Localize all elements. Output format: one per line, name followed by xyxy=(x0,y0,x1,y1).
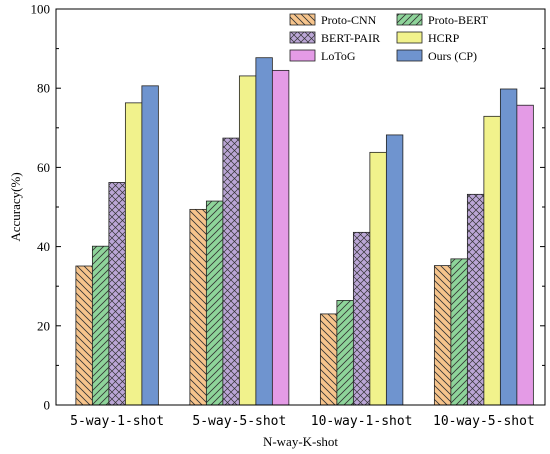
legend-swatch xyxy=(396,49,423,62)
bar-hcrp-0 xyxy=(124,102,143,406)
bars-group xyxy=(75,57,534,406)
bar-proto-bert-1 xyxy=(205,200,224,406)
bar-hcrp-1 xyxy=(238,75,257,406)
bar-hcrp-3 xyxy=(483,115,501,406)
bar-lotog-3 xyxy=(516,104,534,406)
legend-swatch xyxy=(289,31,316,44)
bar-proto-bert-2 xyxy=(336,300,354,406)
legend-label: Proto-CNN xyxy=(321,13,377,27)
bar-proto-bert-0 xyxy=(91,245,110,406)
legend-swatch xyxy=(289,13,316,26)
bar-proto-cnn-1 xyxy=(189,208,207,406)
x-axis-label: N-way-K-shot xyxy=(263,434,338,449)
bar-ours-cp-3 xyxy=(499,88,518,406)
legend-label: LoToG xyxy=(321,49,356,63)
bar-ours-cp-0 xyxy=(141,85,159,406)
legend-label: HCRP xyxy=(428,31,460,45)
bar-ours-cp-2 xyxy=(385,134,404,406)
legend-swatch xyxy=(289,49,316,62)
legend-label: Proto-BERT xyxy=(428,13,489,27)
bar-bert-pair-0 xyxy=(108,182,126,406)
y-tick-label: 0 xyxy=(44,398,51,413)
x-tick-label: 5-way-5-shot xyxy=(192,414,286,429)
legend-label: Ours (CP) xyxy=(428,49,477,63)
y-tick-label: 40 xyxy=(37,239,50,254)
bar-bert-pair-3 xyxy=(466,193,485,406)
bar-proto-cnn-3 xyxy=(433,265,452,406)
x-tick-label: 5-way-1-shot xyxy=(70,414,164,429)
legend-swatch xyxy=(396,13,423,26)
axes-group: 0 20 40 60 80 100 5-way-1-shot 5-way-5-shot 10-w… xyxy=(8,2,546,449)
y-tick-label: 100 xyxy=(31,2,51,17)
legend-label: BERT-PAIR xyxy=(321,31,380,45)
bar-lotog-1 xyxy=(271,69,290,406)
x-tick-label: 10-way-1-shot xyxy=(311,414,413,429)
y-tick-label: 60 xyxy=(37,160,50,175)
legend-swatch xyxy=(396,31,423,44)
x-tick-label: 10-way-5-shot xyxy=(433,414,535,429)
legend: Proto-CNN Proto-BERT BERT-PAIR HCRP LoToG Our… xyxy=(289,13,489,63)
bar-bert-pair-2 xyxy=(352,231,371,406)
bar-ours-cp-1 xyxy=(255,57,273,406)
y-tick-label: 20 xyxy=(37,318,50,333)
bar-hcrp-2 xyxy=(369,151,387,406)
bar-bert-pair-1 xyxy=(222,137,240,406)
y-axis-label: Accuracy(%) xyxy=(8,172,23,241)
bar-proto-cnn-0 xyxy=(75,265,93,406)
y-tick-label: 80 xyxy=(37,81,50,96)
bar-proto-cnn-2 xyxy=(319,313,338,406)
bar-proto-bert-3 xyxy=(450,258,468,406)
